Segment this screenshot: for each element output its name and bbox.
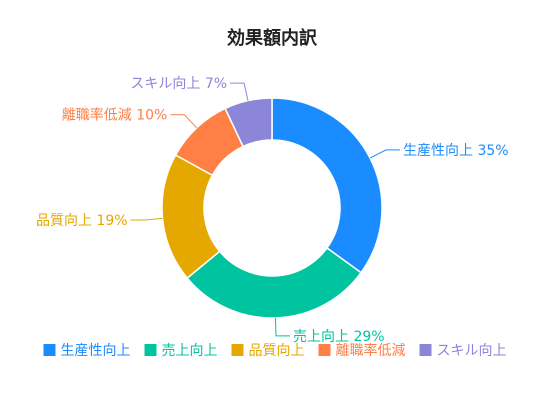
legend-label-3: 品質向上 (249, 343, 305, 359)
slice-5-leader-line (230, 82, 249, 101)
chart-title: 効果額内訳 (227, 27, 318, 49)
legend-item-1[interactable]: 生産性向上 (43, 343, 131, 359)
slice-3-leader-line (130, 217, 163, 221)
legend: 生産性向上 売上向上 品質向上 離職率低減 スキル向上 (43, 342, 507, 359)
slice-2-leader-line (274, 317, 291, 337)
slice-3-data-label: 品質向上 19% (36, 213, 128, 229)
slice-5-wedge (224, 97, 273, 148)
slice-1-wedge (271, 97, 383, 274)
legend-swatch-1 (43, 344, 56, 356)
slice-4-data-label: 離職率低減 10% (62, 107, 168, 124)
legend-swatch-2 (144, 344, 157, 356)
legend-item-4[interactable]: 離職率低減 (318, 342, 406, 359)
legend-label-5: スキル向上 (437, 343, 507, 359)
legend-label-1: 生産性向上 (61, 343, 131, 359)
slice-4-leader-line (170, 114, 198, 129)
slice-labels-layer: 生産性向上 35% 売上向上 29% 品質向上 19% 離職率低減 10% スキル向上 … (36, 76, 509, 345)
legend-label-4: 離職率低減 (336, 342, 406, 359)
legend-swatch-5 (419, 344, 432, 356)
legend-swatch-3 (231, 344, 244, 356)
legend-item-5[interactable]: スキル向上 (419, 343, 507, 359)
slice-2-data-label: 売上向上 29% (293, 329, 385, 345)
leader-lines-layer (130, 82, 401, 337)
legend-item-2[interactable]: 売上向上 (144, 343, 218, 359)
legend-label-2: 売上向上 (162, 343, 218, 359)
slice-2-wedge (186, 246, 363, 319)
legend-item-3[interactable]: 品質向上 (231, 343, 305, 359)
slice-1-data-label: 生産性向上 35% (403, 143, 509, 159)
slice-5-data-label: スキル向上 7% (130, 76, 227, 92)
slices-layer (161, 97, 383, 319)
slice-1-leader-line (369, 149, 401, 159)
legend-swatch-4 (318, 344, 331, 356)
